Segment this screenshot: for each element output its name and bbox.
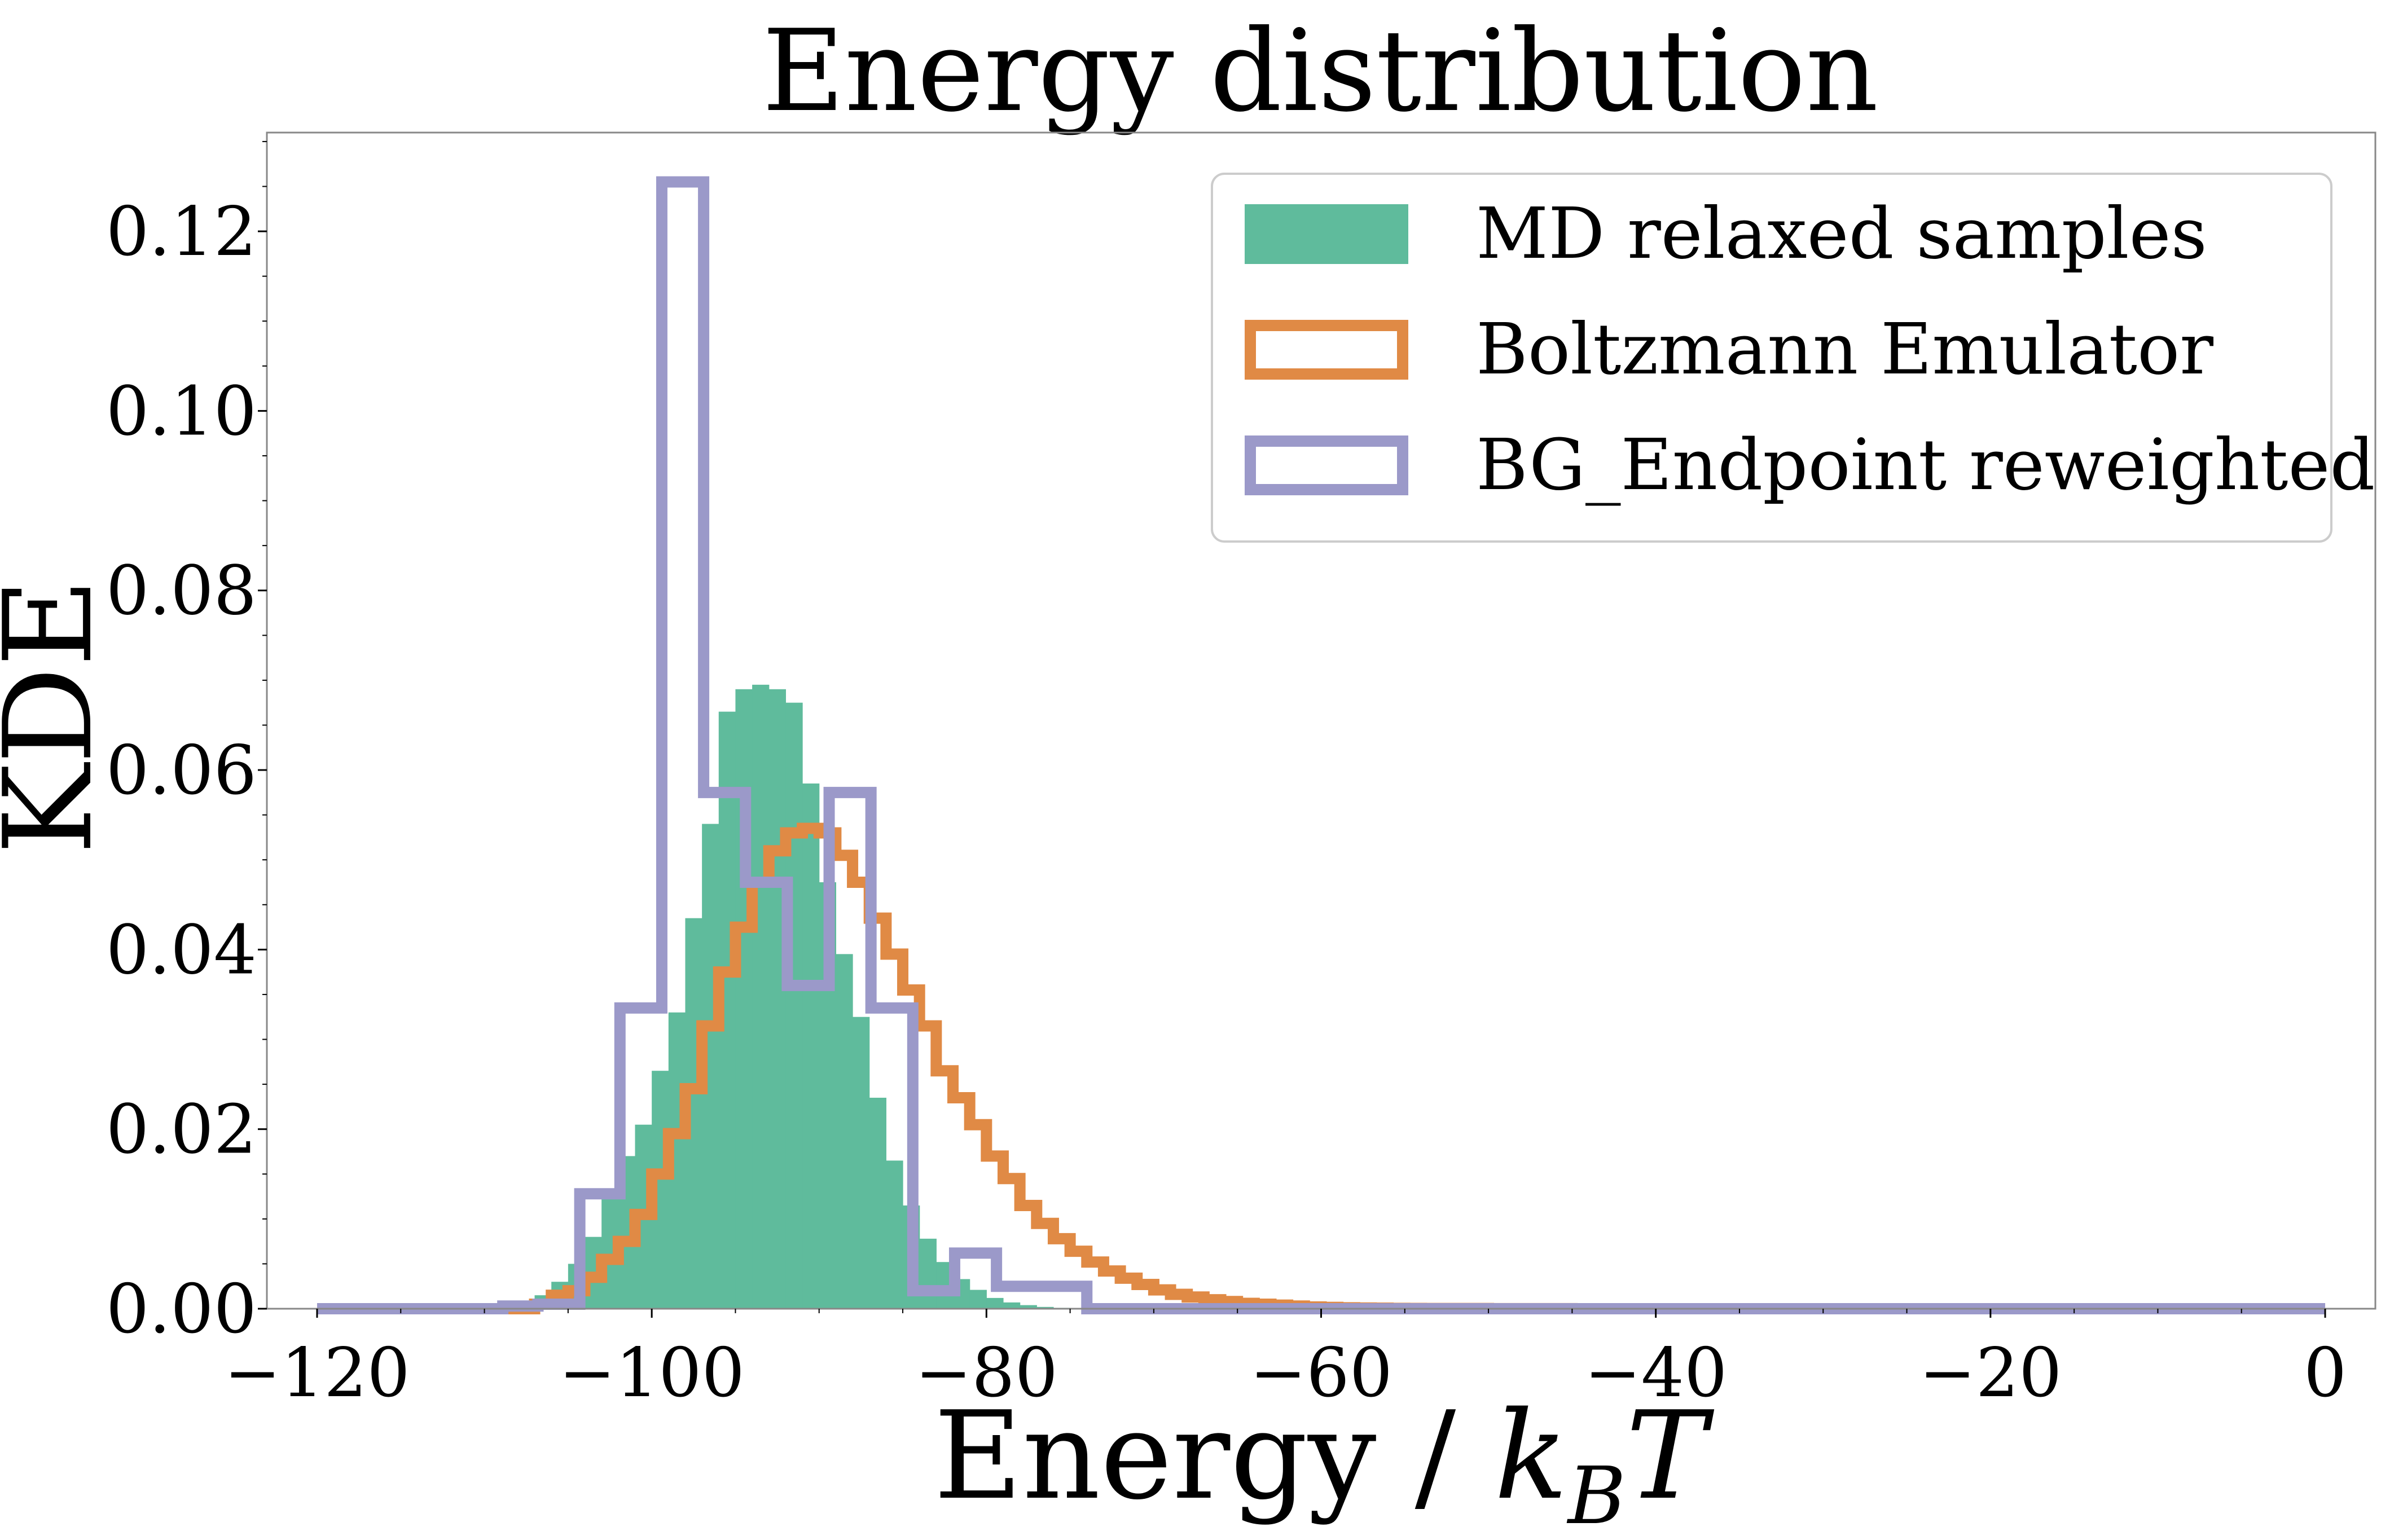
x-tick-label: −40 [1584, 1334, 1727, 1413]
histogram-bar [986, 1297, 1004, 1309]
legend-swatch [1245, 204, 1408, 264]
x-axis: −120 −100 −80 −60 −40 −20 0 [224, 1309, 2347, 1413]
series-layer [317, 176, 2326, 1314]
histogram-bar [735, 689, 753, 1309]
y-axis-label: KDE [0, 578, 119, 855]
histogram-bar [1020, 1305, 1037, 1309]
histogram-bar [869, 1097, 886, 1309]
legend-box [1211, 173, 2332, 543]
histogram-bar [853, 1017, 870, 1309]
legend: MD relaxed samples Boltzmann Emulator BG_E… [1211, 173, 2375, 543]
histogram-bar [752, 684, 770, 1309]
histogram-bar [969, 1290, 987, 1309]
chart-title: Energy distribution [762, 6, 1878, 137]
x-tick-label: −80 [915, 1334, 1058, 1413]
histogram-bar [802, 783, 820, 1309]
x-axis-label: Energy / kBT [934, 1385, 1715, 1540]
histogram-bar [785, 702, 803, 1309]
y-tick-label: 0.02 [106, 1091, 257, 1169]
x-axis-label-k: k [1495, 1385, 1568, 1526]
legend-swatch [1245, 435, 1408, 495]
legend-items: MD relaxed samples Boltzmann Emulator BG_E… [1245, 193, 2375, 506]
x-axis-label-subscript: B [1566, 1450, 1626, 1540]
y-tick-label: 0.00 [106, 1270, 257, 1349]
x-tick-label: −60 [1250, 1334, 1392, 1413]
histogram-bar [886, 1160, 903, 1309]
histogram-bar [836, 954, 853, 1309]
x-tick-label: −120 [224, 1334, 410, 1413]
legend-label: BG_Endpoint reweighted [1476, 424, 2375, 506]
y-tick-label: 0.10 [106, 372, 257, 451]
legend-swatch [1245, 320, 1408, 380]
x-tick-label: −100 [559, 1334, 745, 1413]
x-tick-label: 0 [2304, 1334, 2347, 1413]
x-axis-label-main: Energy / [934, 1385, 1495, 1526]
y-axis: 0.00 0.02 0.04 0.06 0.08 0.10 0.12 [106, 140, 267, 1349]
y-tick-label: 0.04 [106, 911, 257, 989]
histogram-bar [1003, 1302, 1021, 1309]
series-bg-endpoint-reweighted [317, 176, 2326, 1314]
legend-label: Boltzmann Emulator [1476, 309, 2213, 390]
x-tick-label: −20 [1919, 1334, 2062, 1413]
y-tick-label: 0.06 [106, 732, 257, 810]
x-axis-label-t: T [1626, 1385, 1715, 1526]
histogram-bar [768, 689, 787, 1309]
y-tick-label: 0.12 [106, 193, 257, 271]
histogram-bar [1036, 1306, 1054, 1309]
legend-label: MD relaxed samples [1476, 193, 2207, 275]
histogram-bar [919, 1238, 937, 1309]
y-tick-label: 0.08 [106, 552, 257, 631]
